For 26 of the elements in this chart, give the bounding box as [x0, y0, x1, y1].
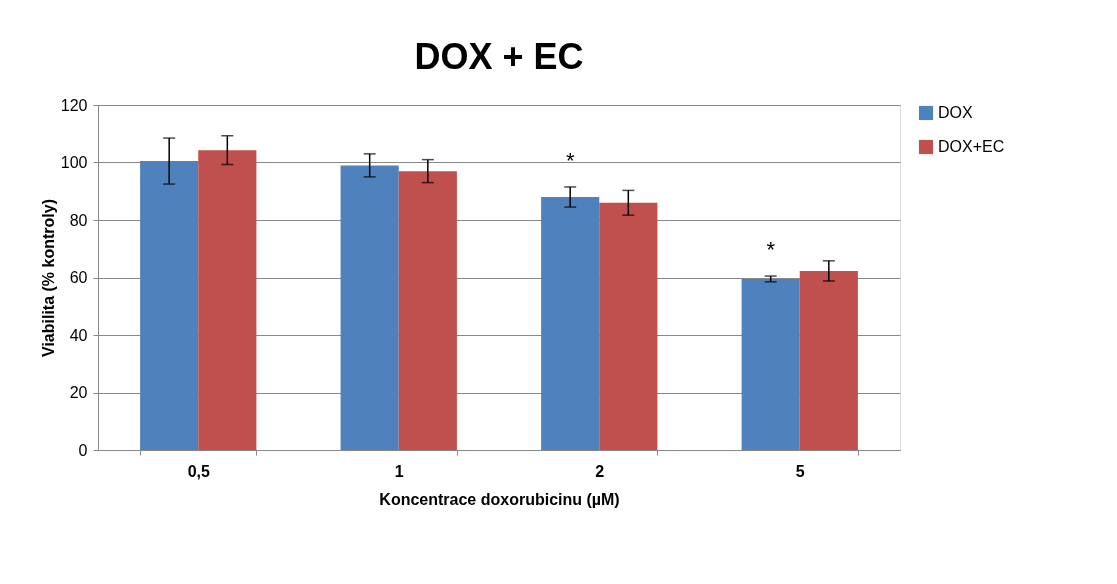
bar: [198, 150, 257, 450]
y-tick-label: 20: [69, 384, 88, 401]
y-tick-label: 60: [69, 269, 88, 286]
annotation: *: [766, 237, 776, 263]
legend-label: DOX+EC: [938, 138, 1005, 155]
x-tick-label: 1: [394, 462, 404, 480]
x-axis-title: Koncentrace doxorubicinu (µM): [379, 490, 620, 508]
annotation: *: [565, 147, 575, 173]
bar: [599, 202, 658, 450]
x-tick-label: 5: [795, 462, 805, 480]
x-tick-label: 0,5: [187, 462, 210, 480]
bar: [340, 165, 399, 450]
y-tick-label: 120: [60, 96, 88, 114]
y-tick-label: 0: [78, 441, 88, 459]
bar: [541, 197, 600, 450]
chart-title: DOX + EC: [414, 36, 584, 77]
legend-label: DOX: [938, 104, 973, 121]
bar: [140, 161, 199, 450]
y-tick-label: 100: [60, 154, 88, 171]
bar: [741, 278, 800, 450]
y-tick-label: 40: [69, 326, 88, 344]
bar: [398, 171, 457, 450]
x-tick-label: 2: [595, 462, 605, 480]
y-tick-label: 80: [69, 211, 88, 229]
y-axis-title: Viabilita (% kontroly): [39, 199, 57, 357]
bar: [799, 270, 858, 450]
